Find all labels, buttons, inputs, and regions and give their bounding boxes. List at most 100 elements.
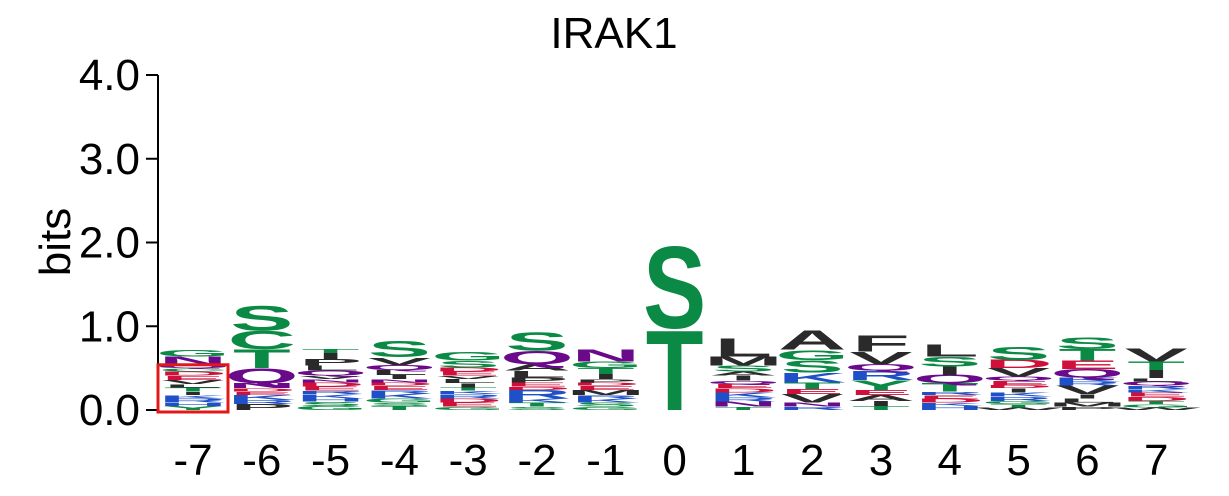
logo-letter: A: [503, 362, 571, 372]
logo-letter: P: [505, 376, 568, 384]
logo-letter: D: [159, 370, 227, 377]
y-tick-label: 2.0: [79, 219, 140, 268]
logo-letter: V: [1125, 345, 1188, 366]
logo-letter: I: [1143, 368, 1169, 381]
logo-letter: E: [918, 394, 981, 399]
logo-letter: D: [296, 381, 364, 388]
logo-letter: S: [368, 336, 431, 362]
logo-letter: G: [156, 348, 229, 358]
logo-letter: D: [572, 382, 640, 387]
logo-letter: G: [294, 405, 367, 412]
logo-letter: K: [572, 397, 640, 404]
highlight-box: [156, 363, 230, 414]
logo-letter: P: [574, 378, 637, 383]
y-tick-label: 4.0: [79, 51, 140, 100]
logo-letter: R: [847, 368, 915, 382]
logo-letter: S: [781, 357, 844, 376]
logo-letter: Q: [294, 369, 367, 377]
logo-letter: I: [730, 374, 756, 382]
logo-letter: S: [230, 299, 293, 338]
logo-letter: K: [434, 390, 502, 395]
logo-letter: K: [984, 391, 1052, 398]
x-tick-label: -5: [311, 436, 350, 485]
x-tick-label: -3: [449, 436, 488, 485]
x-tick-label: 5: [1006, 436, 1030, 485]
x-tick-label: 6: [1075, 436, 1099, 485]
logo-letter: E: [161, 375, 224, 382]
logo-letter: T: [1127, 400, 1185, 405]
logo-letter: V: [781, 392, 844, 405]
logo-stacks: YHRKITLVEDCQNGPRKEDNQTCSGSHKREDNVQLPITTS…: [156, 222, 1200, 435]
x-tick-label: -2: [517, 436, 556, 485]
y-axis: 0.0 1.0 2.0 3.0 4.0: [79, 51, 159, 435]
logo-letter: E: [230, 391, 293, 396]
logo-letter: D: [984, 358, 1052, 371]
logo-letter: E: [299, 385, 362, 392]
logo-letter: E: [987, 380, 1050, 387]
logo-letter: L: [508, 369, 566, 379]
logo-letter: L: [1059, 397, 1117, 404]
logo-letter: K: [778, 370, 847, 386]
logo-letter: R: [1053, 380, 1121, 387]
logo-letter: W: [974, 407, 1063, 411]
logo-letter: S: [1056, 334, 1119, 352]
logo-letter: I: [593, 373, 619, 381]
logo-letter: T: [508, 401, 566, 408]
logo-letter: P: [299, 357, 362, 367]
logo-letter: D: [503, 386, 571, 391]
logo-letter: R: [916, 391, 984, 396]
logo-letter: T: [990, 403, 1048, 408]
logo-letter: R: [228, 399, 296, 406]
logo-letter: D: [228, 387, 296, 392]
logo-letter: Y: [161, 405, 224, 412]
logo-letter: I: [317, 352, 343, 361]
logo-letter: L: [921, 341, 979, 360]
logo-letter: P: [230, 403, 293, 412]
logo-letter: V: [299, 375, 363, 380]
logo-letter: S: [987, 343, 1050, 364]
x-tick-label: -4: [380, 436, 419, 485]
logo-letter: S: [574, 401, 637, 408]
logo-letter: G: [569, 360, 642, 370]
logo-letter: N: [296, 378, 364, 383]
logo-letter: T: [577, 367, 635, 376]
logo-letter: K: [1053, 376, 1121, 383]
logo-letter: L: [371, 369, 429, 377]
logo-letter: G: [982, 400, 1055, 405]
logo-letter: K: [296, 393, 364, 400]
logo-letter: N: [365, 378, 433, 383]
logo-letter: E: [849, 389, 912, 397]
logo-letter: T: [646, 307, 704, 435]
logo-letter: Q: [500, 347, 573, 368]
logo-letter: T: [439, 387, 497, 392]
logo-letter: S: [437, 359, 500, 369]
logo-letter: K: [159, 394, 227, 399]
logo-letter: G: [1119, 403, 1192, 408]
y-tick-label: 3.0: [79, 135, 140, 184]
logo-letter: G: [363, 397, 436, 404]
logo-letter: Q: [1119, 380, 1192, 387]
x-tick-label: 3: [869, 436, 893, 485]
logo-letter: D: [434, 366, 502, 373]
logo-letter: M: [1048, 401, 1127, 408]
y-tick-label: 0.0: [79, 386, 140, 435]
logo-letter: Q: [982, 375, 1055, 382]
logo-letter: K: [1122, 388, 1190, 393]
logo-letter: P: [1056, 406, 1119, 411]
logo-letter: D: [709, 387, 777, 394]
logo-letter: T: [783, 381, 841, 391]
logo-letter: R: [159, 397, 227, 404]
logo-letter: H: [296, 397, 364, 402]
logo-letter: I: [937, 364, 963, 377]
logo-letter: D: [916, 397, 984, 404]
logo-letter: R: [503, 388, 571, 401]
logo-letter: E: [1056, 359, 1119, 372]
logo-letter: A: [847, 393, 915, 402]
logo-letter: Q: [1051, 367, 1124, 380]
logo-letter: A: [709, 370, 777, 377]
logo-letter: Q: [156, 364, 229, 369]
logo-letter: I: [455, 382, 481, 389]
x-tick-label: -1: [586, 436, 625, 485]
logo-letter: F: [852, 330, 910, 356]
